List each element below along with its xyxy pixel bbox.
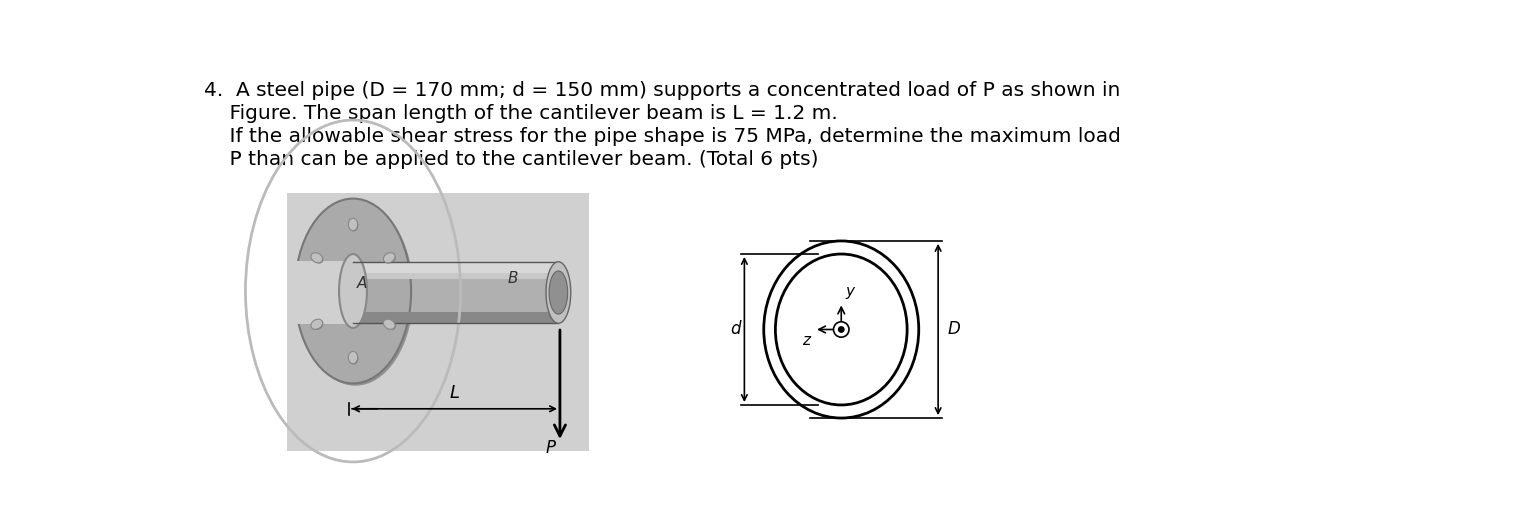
Ellipse shape [384, 319, 396, 329]
Ellipse shape [384, 253, 396, 263]
Ellipse shape [310, 319, 323, 329]
Ellipse shape [310, 253, 323, 263]
Ellipse shape [339, 254, 367, 328]
Ellipse shape [384, 320, 396, 330]
Text: 4.  A steel pipe (D = 170 mm; d = 150 mm) supports a concentrated load of P as s: 4. A steel pipe (D = 170 mm; d = 150 mm)… [204, 81, 1120, 100]
Circle shape [839, 327, 845, 332]
Bar [353, 262, 559, 323]
Bar [288, 193, 589, 451]
Text: P: P [545, 439, 556, 456]
Circle shape [834, 322, 849, 337]
Ellipse shape [384, 253, 396, 263]
Ellipse shape [295, 198, 411, 384]
Text: P than can be applied to the cantilever beam. (Total 6 pts): P than can be applied to the cantilever … [204, 150, 819, 169]
Ellipse shape [297, 201, 414, 386]
Text: y: y [845, 284, 854, 298]
Ellipse shape [775, 254, 907, 405]
Bar [353, 312, 559, 323]
Text: D: D [947, 320, 960, 338]
Ellipse shape [546, 262, 571, 323]
Ellipse shape [349, 352, 358, 364]
Bar [288, 261, 353, 324]
Text: Figure. The span length of the cantilever beam is L = 1.2 m.: Figure. The span length of the cantileve… [204, 104, 839, 123]
Ellipse shape [312, 253, 323, 263]
Text: d: d [731, 320, 741, 338]
Text: L: L [449, 384, 460, 402]
Bar [353, 272, 559, 279]
Ellipse shape [312, 320, 323, 330]
Text: A: A [356, 276, 367, 291]
Ellipse shape [349, 219, 358, 231]
Text: B: B [508, 271, 519, 286]
Text: If the allowable shear stress for the pipe shape is 75 MPa, determine the maximu: If the allowable shear stress for the pi… [204, 127, 1122, 146]
Ellipse shape [764, 241, 919, 418]
Ellipse shape [549, 271, 568, 314]
Ellipse shape [349, 351, 358, 364]
Bar [353, 262, 559, 272]
Ellipse shape [349, 218, 358, 231]
Text: z: z [802, 334, 811, 348]
